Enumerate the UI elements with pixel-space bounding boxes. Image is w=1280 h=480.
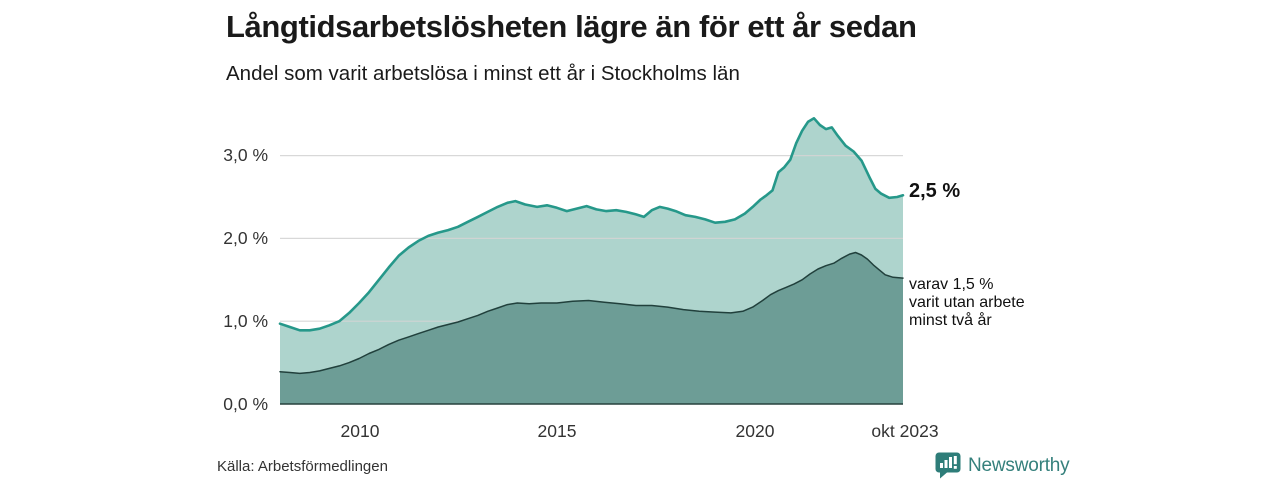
annotation-two-years: varav 1,5 % varit utan arbete minst två … [909, 276, 1025, 330]
annotation-two-years-line1: varav 1,5 % [909, 276, 994, 293]
page-title: Långtidsarbetslösheten lägre än för ett … [226, 9, 917, 44]
annotation-two-years-line2: varit utan arbete [909, 294, 1025, 311]
x-axis-tick-2015: 2015 [537, 421, 577, 441]
newsworthy-logo: Newsworthy [935, 452, 1070, 479]
newsworthy-wordmark: Newsworthy [968, 454, 1070, 476]
x-axis-tick-2010: 2010 [340, 421, 380, 441]
y-axis-tick-0: 0,0 % [223, 394, 268, 414]
area-chart-plot [278, 116, 905, 405]
y-axis-tick-2: 2,0 % [223, 228, 268, 248]
source-note: Källa: Arbetsförmedlingen [217, 458, 388, 475]
annotation-two-years-line3: minst två år [909, 312, 992, 329]
y-axis-tick-1: 1,0 % [223, 311, 268, 331]
line-total [278, 116, 905, 332]
y-axis-tick-3: 3,0 % [223, 145, 268, 165]
chart-subtitle: Andel som varit arbetslösa i minst ett å… [226, 62, 740, 85]
area-two-years-fill [280, 252, 903, 404]
line-two-years [279, 251, 904, 375]
x-axis-tick-2020: 2020 [735, 421, 775, 441]
annotation-latest-total: 2,5 % [909, 180, 961, 202]
x-axis-tick-okt-2023: okt 2023 [871, 421, 939, 441]
newsworthy-badge-icon [935, 452, 961, 479]
